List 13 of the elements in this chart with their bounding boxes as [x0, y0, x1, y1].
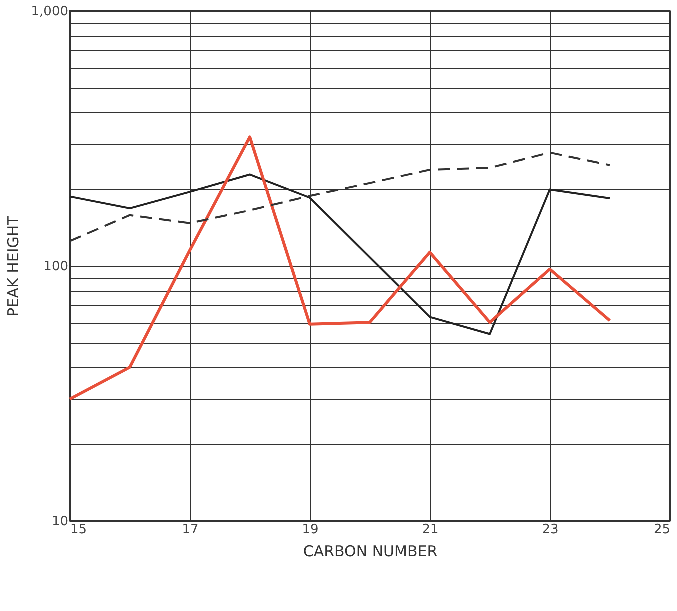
x-tick-label: 23: [542, 522, 559, 538]
x-tick-label: 19: [302, 522, 319, 538]
y-tick-label: 10: [52, 514, 68, 530]
x-axis-title: CARBON NUMBER: [303, 542, 438, 560]
y-tick-label: 100: [44, 260, 68, 274]
line-series: [69, 174, 611, 336]
x-tick-label: 15: [70, 522, 88, 538]
x-tick-label: 21: [422, 522, 439, 538]
y-tick-label: 1,000: [31, 4, 68, 20]
y-axis-title: PEAK HEIGHT: [4, 215, 22, 317]
x-tick-label: 25: [654, 522, 670, 538]
line-series: [68, 136, 612, 401]
x-tick-label: 17: [182, 522, 199, 538]
